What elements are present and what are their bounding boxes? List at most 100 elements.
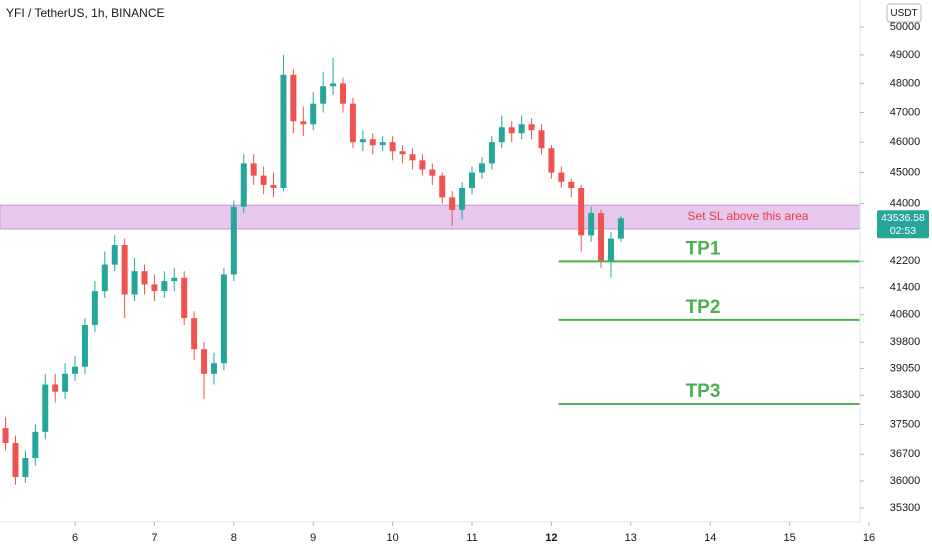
candle-body: [250, 163, 257, 176]
candle-body: [449, 197, 456, 210]
candle-body: [617, 218, 624, 239]
candle-body: [429, 169, 436, 176]
candle-body: [409, 154, 416, 161]
candle-body: [359, 139, 366, 143]
y-tick-label: 49000: [890, 49, 921, 61]
candle-body: [498, 127, 505, 143]
candle-body: [290, 74, 297, 122]
y-tick-label: 46000: [890, 136, 921, 148]
candle-body: [508, 127, 515, 134]
x-tick-label: 15: [783, 532, 795, 544]
y-tick-label: 41400: [890, 282, 921, 294]
candle-body: [538, 130, 545, 149]
candle-body: [161, 281, 168, 292]
candle-body: [528, 124, 535, 131]
candle-body: [349, 103, 356, 143]
candle-body: [578, 187, 585, 236]
candle-body: [478, 163, 485, 173]
y-tick-label: 39050: [890, 362, 921, 374]
candle-body: [32, 431, 39, 459]
y-tick-label: 38300: [890, 389, 921, 401]
x-tick-label: 9: [310, 532, 316, 544]
y-tick-label: 47000: [890, 106, 921, 118]
last-price-box: [877, 210, 929, 239]
candle-body: [81, 324, 88, 367]
candle-body: [330, 83, 337, 87]
y-tick-label: 36700: [890, 448, 921, 460]
axes: 50000 49000 48000 47000 46000 45000 44000 42200…: [72, 21, 929, 544]
candle-body: [339, 83, 346, 104]
candle-body: [320, 86, 327, 104]
y-tick-label: 45000: [890, 166, 921, 178]
x-tick-label: 12: [545, 532, 557, 544]
y-tick-label: 50000: [890, 21, 921, 33]
x-tick-label: 11: [466, 532, 477, 544]
candle-body: [12, 443, 19, 478]
candle-body: [399, 151, 406, 155]
candle-body: [131, 271, 138, 295]
x-tick-label: 13: [625, 532, 637, 544]
candle-body: [548, 148, 555, 173]
candle-body: [220, 274, 227, 364]
candle-body: [607, 238, 614, 262]
y-tick-label: 44000: [890, 198, 921, 210]
x-tick-label: 10: [386, 532, 398, 544]
candle-body: [111, 245, 118, 265]
candle-body: [101, 264, 108, 292]
candle-body: [469, 172, 476, 188]
candle-body: [310, 103, 317, 125]
candle-body: [568, 181, 575, 188]
candle-body: [191, 318, 198, 350]
candle-body: [151, 284, 158, 292]
candle-body: [280, 74, 287, 188]
candle-body: [240, 163, 247, 207]
candle-body: [260, 175, 267, 185]
y-tick-label: 36000: [890, 475, 921, 487]
candle-body: [141, 271, 148, 285]
candle-body: [419, 160, 426, 170]
candle-body: [389, 142, 396, 152]
candle-body: [210, 363, 217, 374]
y-tick-label: 37500: [890, 418, 921, 430]
candle-body: [558, 172, 565, 182]
x-tick-label: 7: [151, 532, 157, 544]
target-label: TP3: [686, 381, 721, 402]
candle-body: [22, 458, 29, 478]
y-tick-label: 39800: [890, 336, 921, 348]
candle-body: [201, 349, 208, 374]
zone-label: Set SL above this area: [688, 209, 809, 223]
candle-body: [488, 142, 495, 164]
x-tick-label: 14: [704, 532, 716, 544]
currency-label[interactable]: USDT: [890, 8, 917, 19]
candle-body: [181, 277, 188, 319]
candle-body: [439, 175, 446, 198]
candle-body: [121, 245, 128, 295]
y-tick-label: 48000: [890, 77, 921, 89]
x-tick-label: 16: [863, 532, 875, 544]
x-tick-label: 8: [231, 532, 237, 544]
candle-body: [300, 121, 307, 125]
currency-box[interactable]: [886, 3, 922, 23]
candle-body: [91, 291, 98, 325]
candle-body: [518, 124, 525, 134]
candle-body: [2, 428, 9, 444]
target-label: TP2: [686, 297, 721, 318]
candle-body: [230, 206, 237, 275]
plot-area: Set SL above this area TP1 TP2 TP3: [0, 54, 932, 485]
target-label: TP1: [686, 238, 721, 259]
countdown-label: 02:53: [890, 225, 916, 237]
candle-body: [270, 184, 277, 188]
price-axis-panel: [860, 0, 932, 550]
x-tick-label: 6: [72, 532, 78, 544]
candle-body: [379, 142, 386, 146]
candle-body: [598, 213, 605, 262]
y-tick-label: 42200: [890, 255, 921, 267]
candle-body: [62, 373, 69, 392]
candle-body: [42, 384, 49, 432]
candle-body: [459, 187, 466, 210]
candle-body: [588, 213, 595, 236]
y-tick-label: 35300: [890, 502, 921, 514]
candle-body: [171, 277, 178, 282]
